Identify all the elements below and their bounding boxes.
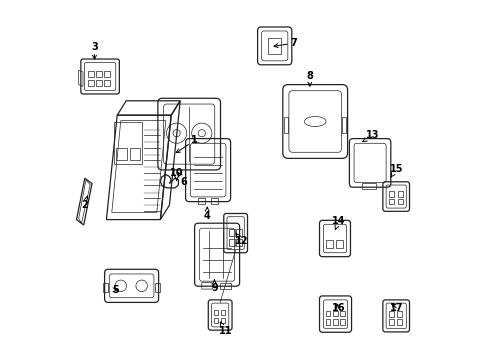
Bar [340,319,345,325]
Bar [333,311,338,316]
Bar [155,283,160,292]
Bar [389,191,394,197]
Text: 14: 14 [332,216,345,230]
Bar [236,239,242,246]
Bar [398,199,403,204]
Text: 17: 17 [390,303,403,313]
Bar [284,117,288,133]
Bar [88,71,94,77]
Bar [229,239,235,246]
Bar [104,80,110,86]
Bar [342,117,346,133]
Bar [362,183,376,189]
Bar [103,283,108,292]
Bar [214,318,218,323]
Text: 10: 10 [170,168,183,181]
Bar [220,318,225,323]
Text: 4: 4 [204,207,211,221]
Bar [340,311,345,316]
Bar [97,71,102,77]
Text: 13: 13 [363,130,380,141]
Bar [397,311,402,317]
Bar [130,148,140,160]
Text: 2: 2 [81,196,88,210]
Bar [104,71,110,77]
Bar [88,80,94,86]
Text: 11: 11 [219,322,232,336]
Text: 12: 12 [235,233,248,246]
Text: 9: 9 [211,280,218,293]
Bar [389,319,394,325]
Text: 5: 5 [112,285,119,295]
Bar [333,319,338,325]
Bar [389,199,394,204]
Bar [389,311,394,317]
Bar [326,311,330,316]
Bar [269,38,281,54]
Text: 6: 6 [178,172,187,187]
Bar [397,319,402,325]
Bar [97,80,102,86]
Bar [326,240,333,248]
Bar [398,191,403,197]
Text: 7: 7 [274,38,297,48]
Text: 15: 15 [390,164,403,177]
Bar [117,148,126,160]
Bar [229,229,235,236]
Text: 3: 3 [91,42,98,59]
Text: 16: 16 [332,303,345,313]
Bar [214,310,218,315]
Bar [236,229,242,236]
Bar [326,319,330,325]
Text: 8: 8 [306,71,313,86]
Bar [220,310,225,315]
Bar [336,240,343,248]
Text: 1: 1 [176,135,198,153]
